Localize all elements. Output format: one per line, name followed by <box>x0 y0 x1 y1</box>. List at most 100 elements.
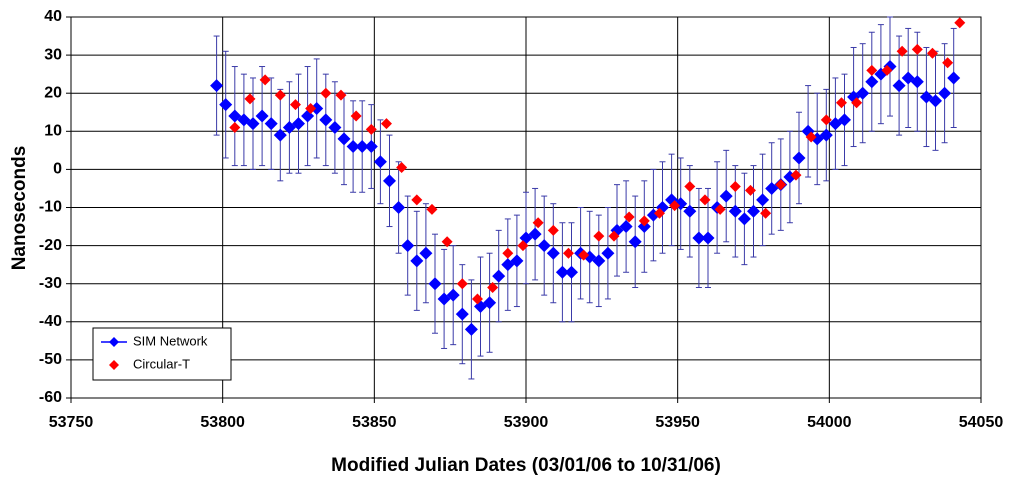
point <box>401 239 415 253</box>
point <box>896 45 908 57</box>
y-tick-label: -60 <box>39 389 62 406</box>
point <box>502 247 514 259</box>
point <box>775 179 787 191</box>
point <box>364 140 378 154</box>
point <box>319 113 333 127</box>
point <box>483 296 497 310</box>
point <box>938 86 952 100</box>
x-tick-label: 54000 <box>807 414 852 431</box>
point <box>373 155 387 169</box>
x-tick-label: 53800 <box>200 414 245 431</box>
point <box>619 220 633 234</box>
point <box>411 194 423 206</box>
point <box>865 75 879 89</box>
y-tick-label: 10 <box>44 123 62 140</box>
point <box>229 121 241 133</box>
point <box>555 265 569 279</box>
point <box>428 277 442 291</box>
point <box>259 74 271 86</box>
point <box>210 79 224 93</box>
point <box>464 322 478 336</box>
point <box>728 204 742 218</box>
point <box>471 293 483 305</box>
point <box>410 254 424 268</box>
point <box>255 109 269 123</box>
point <box>911 43 923 55</box>
point <box>305 102 317 114</box>
x-axis-title: Modified Julian Dates (03/01/06 to 10/31… <box>331 455 721 476</box>
legend-marker <box>109 360 119 370</box>
point <box>593 230 605 242</box>
point <box>380 118 392 130</box>
point <box>892 79 906 93</box>
y-tick-label: 20 <box>44 84 62 101</box>
point <box>446 288 460 302</box>
point <box>747 204 760 218</box>
y-tick-label: -30 <box>39 275 62 292</box>
point <box>737 212 751 226</box>
point <box>628 235 642 249</box>
point <box>350 110 362 122</box>
point <box>683 204 697 218</box>
y-tick-label: -50 <box>39 351 62 368</box>
x-tick-label: 53750 <box>49 414 94 431</box>
point <box>608 230 620 242</box>
point <box>638 215 650 227</box>
point <box>562 247 574 259</box>
point <box>954 17 966 29</box>
point <box>337 132 351 146</box>
point <box>729 181 741 193</box>
point <box>517 240 529 252</box>
point <box>910 75 924 89</box>
point <box>492 269 506 283</box>
point <box>835 97 847 109</box>
point <box>246 117 260 131</box>
point <box>455 307 469 321</box>
point <box>532 217 544 229</box>
point <box>601 246 615 260</box>
point <box>790 169 802 181</box>
point <box>396 161 408 173</box>
point <box>692 231 706 245</box>
point <box>456 278 468 290</box>
y-axis-title: Nanoseconds <box>9 146 30 271</box>
point <box>947 71 961 85</box>
point <box>346 140 360 154</box>
point <box>926 47 938 59</box>
point <box>714 203 726 215</box>
point <box>819 128 833 142</box>
point <box>426 203 438 215</box>
legend-label: Circular-T <box>133 356 190 371</box>
y-tick-label: 0 <box>53 161 62 178</box>
point <box>701 231 715 245</box>
point <box>684 181 696 193</box>
point <box>383 174 396 188</box>
point <box>289 99 301 111</box>
point <box>866 64 878 76</box>
point <box>546 246 560 260</box>
point <box>756 193 770 207</box>
x-tick-label: 53900 <box>504 414 549 431</box>
point <box>719 189 733 203</box>
y-tick-label: -40 <box>39 313 62 330</box>
point <box>653 207 665 219</box>
point <box>244 93 256 105</box>
point <box>547 224 559 236</box>
point <box>669 200 681 212</box>
point <box>881 64 893 76</box>
point <box>792 151 806 165</box>
point <box>528 227 542 241</box>
y-tick-label: -10 <box>39 199 62 216</box>
point <box>273 128 287 142</box>
point <box>292 117 305 131</box>
point <box>419 246 433 260</box>
point <box>760 207 772 219</box>
point <box>264 117 278 131</box>
point <box>856 86 870 100</box>
point <box>487 282 499 294</box>
point <box>310 101 324 115</box>
point <box>274 89 286 101</box>
point <box>355 140 369 154</box>
